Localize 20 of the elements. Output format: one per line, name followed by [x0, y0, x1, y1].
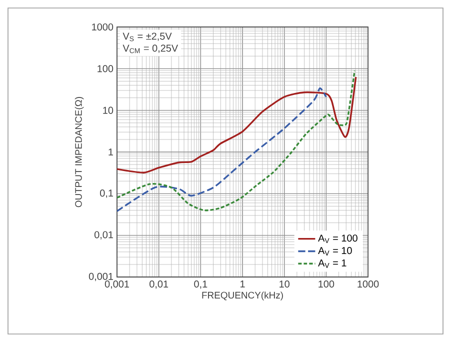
- x-tick-label: 100: [318, 280, 334, 288]
- x-tick-label: 0,1: [194, 280, 208, 289]
- legend-label: A$_{V}$ = 10: [318, 247, 352, 256]
- y-tick-label: 0,001: [88, 272, 113, 282]
- y-tick-label: 1000: [92, 23, 114, 31]
- legend-label: A$_{V}$ = 1: [318, 259, 346, 268]
- x-tick-label: 1: [240, 280, 245, 288]
- y-tick-label: 100: [98, 65, 114, 72]
- x-axis-title: FREQUENCY(kHz): [202, 292, 283, 300]
- y-tick-label: 0,01: [94, 231, 113, 240]
- annotation: V$_{CM}$ = 0,25V: [122, 44, 178, 54]
- x-tick-label: 0,01: [150, 280, 168, 289]
- x-tick-label: 1000: [358, 280, 379, 288]
- x-tick-label: 10: [280, 280, 290, 288]
- y-tick-label: 1: [108, 148, 113, 156]
- y-tick-label: 0,1: [100, 190, 113, 198]
- y-tick-label: 10: [103, 106, 114, 114]
- legend-label: A$_{V}$ = 100: [318, 234, 358, 244]
- annotation: V$_{S}$ = ±2,5V: [122, 32, 172, 42]
- y-axis-title: OUTPUT IMPEDANCE(Ω): [74, 97, 84, 208]
